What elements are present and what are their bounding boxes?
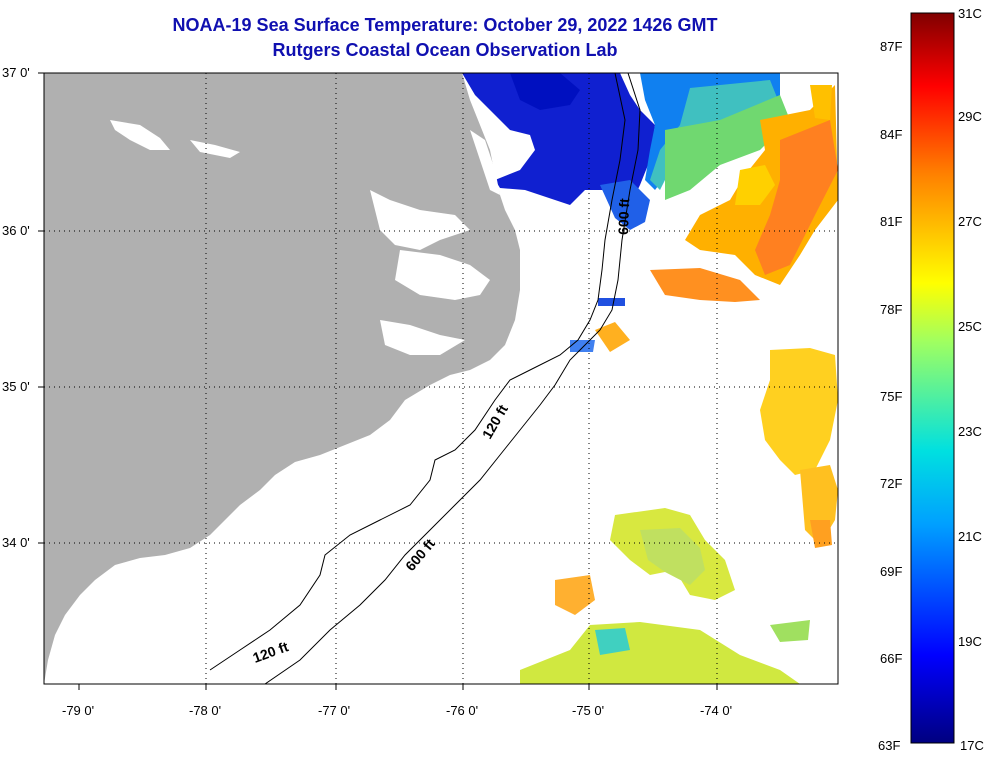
cb-c-21: 21C: [958, 529, 982, 544]
cb-f-69: 69F: [880, 564, 903, 579]
cb-f-72: 72F: [880, 476, 903, 491]
lon-label-75: -75 0': [572, 703, 605, 718]
lat-label-36: 36 0': [2, 223, 30, 238]
cb-c-27: 27C: [958, 214, 982, 229]
sst-patch-cold: [462, 73, 655, 210]
lon-label-78: -78 0': [189, 703, 222, 718]
frame-ticks: [38, 72, 718, 690]
depth-contours: [209, 73, 641, 684]
cb-c-17: 17C: [960, 738, 984, 753]
cb-f-81: 81F: [880, 214, 903, 229]
sst-data-layer: [462, 73, 838, 684]
lon-label-79: -79 0': [62, 703, 95, 718]
lat-label-34: 34 0': [2, 535, 30, 550]
map-subtitle: Rutgers Coastal Ocean Observation Lab: [272, 40, 618, 60]
cb-f-75: 75F: [880, 389, 903, 404]
lon-label-76: -76 0': [446, 703, 479, 718]
cb-f-78: 78F: [880, 302, 903, 317]
cb-c-19: 19C: [958, 634, 982, 649]
map-title: NOAA-19 Sea Surface Temperature: October…: [172, 15, 718, 35]
graticule: [44, 73, 838, 684]
lon-label-74: -74 0': [700, 703, 733, 718]
cb-f-87: 87F: [880, 39, 903, 54]
cb-c-25: 25C: [958, 319, 982, 334]
contour-label-600-north: 600 ft: [615, 198, 632, 235]
cb-c-31: 31C: [958, 6, 982, 21]
cb-f-63: 63F: [878, 738, 901, 753]
cb-c-23: 23C: [958, 424, 982, 439]
lat-label-35: 35 0': [2, 379, 30, 394]
lon-label-77: -77 0': [318, 703, 351, 718]
cb-f-66: 66F: [880, 651, 903, 666]
cb-c-29: 29C: [958, 109, 982, 124]
colorbar: [910, 12, 955, 744]
cb-f-84: 84F: [880, 127, 903, 142]
lat-label-37: 37 0': [2, 65, 30, 80]
